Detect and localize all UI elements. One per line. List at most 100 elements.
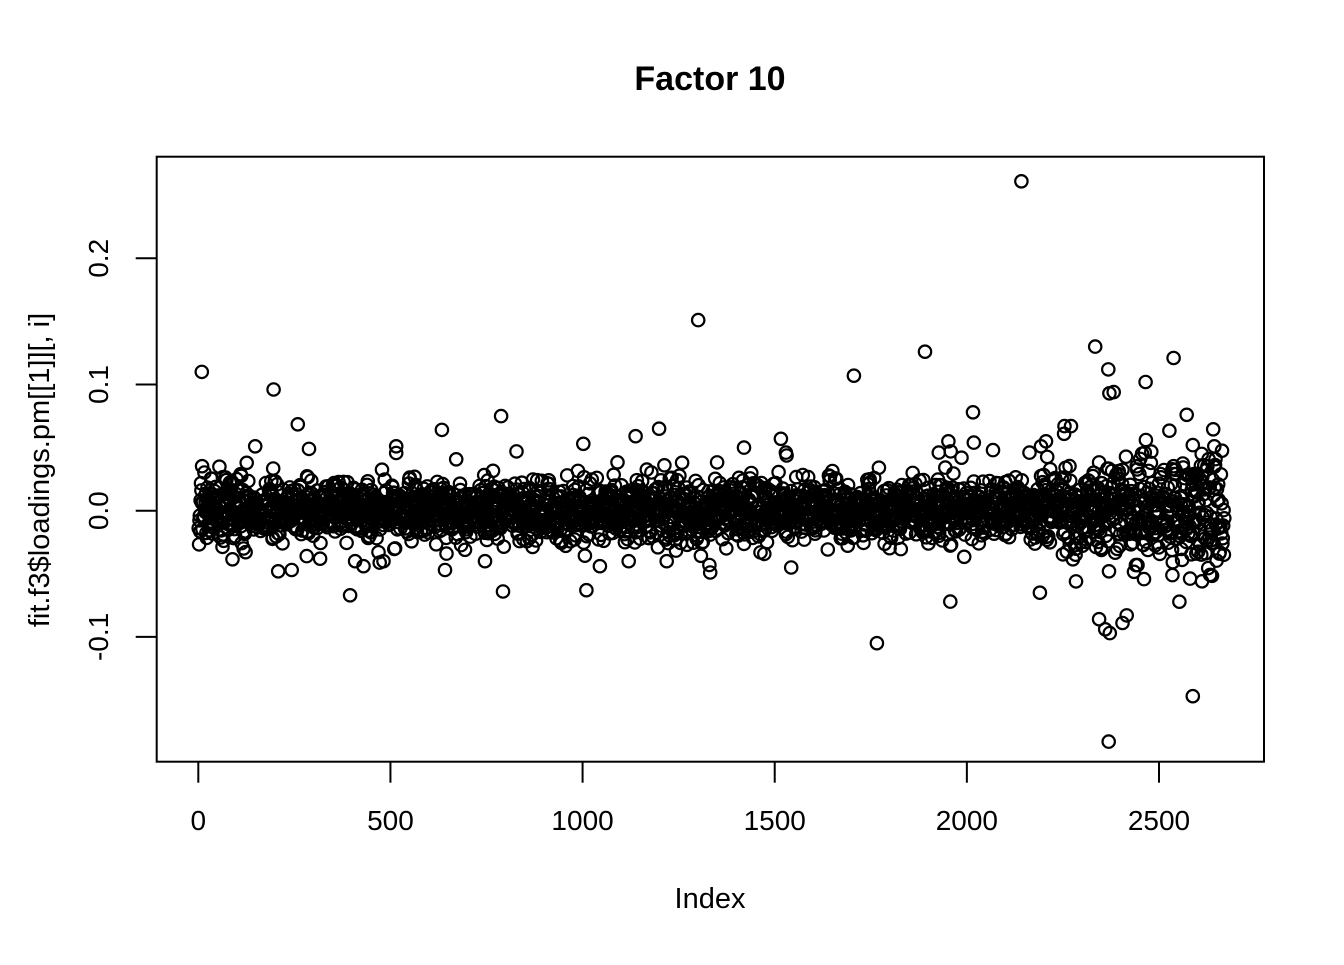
x-tick-label: 2000	[936, 805, 998, 836]
data-point	[575, 436, 591, 452]
data-point	[773, 431, 789, 447]
data-point	[387, 541, 403, 556]
data-point	[1024, 526, 1040, 541]
data-point	[208, 479, 223, 495]
data-point	[1172, 594, 1187, 609]
data-point	[270, 563, 286, 579]
data-point	[1062, 473, 1078, 488]
data-point	[893, 541, 909, 557]
data-point	[629, 472, 645, 488]
data-point	[1217, 510, 1232, 526]
y-tick-label: 0.2	[83, 239, 114, 278]
data-point	[448, 451, 464, 467]
data-point	[778, 445, 794, 460]
data-point	[966, 435, 982, 450]
data-point	[942, 594, 958, 609]
data-point	[477, 553, 493, 569]
data-point	[946, 466, 961, 481]
data-point	[883, 530, 899, 546]
data-point	[1101, 734, 1116, 749]
y-axis: -0.1 0.0 0.1 0.2	[83, 239, 157, 661]
plot-frame	[155, 155, 1266, 763]
data-point	[783, 560, 799, 575]
data-point	[825, 463, 840, 479]
scatter-points	[191, 174, 1232, 749]
data-point	[1106, 384, 1121, 400]
data-point	[1102, 625, 1118, 641]
data-point	[284, 562, 299, 578]
x-axis-label: Index	[675, 883, 746, 915]
data-point	[956, 549, 972, 565]
data-point	[485, 463, 501, 479]
data-point	[1068, 547, 1083, 562]
data-point	[1109, 541, 1125, 557]
data-point	[1165, 567, 1180, 583]
data-point	[1130, 557, 1145, 573]
data-point	[1210, 477, 1226, 492]
data-point	[1068, 574, 1084, 589]
x-tick-label: 500	[367, 805, 414, 836]
data-point	[238, 544, 253, 560]
data-point	[312, 551, 328, 566]
data-point	[428, 536, 444, 552]
data-point	[1118, 449, 1134, 464]
data-point	[247, 438, 263, 454]
data-point	[205, 526, 220, 541]
data-point	[1182, 571, 1198, 586]
chart-title: Factor 10	[634, 60, 785, 98]
data-point	[871, 460, 887, 475]
data-point	[496, 539, 512, 554]
data-point	[265, 461, 281, 476]
data-point	[1144, 444, 1159, 459]
data-point	[194, 458, 210, 474]
data-point	[1213, 467, 1229, 482]
data-point	[1038, 433, 1054, 449]
data-point	[718, 541, 734, 556]
x-tick-label: 2500	[1128, 805, 1190, 836]
data-point	[607, 478, 623, 493]
data-point	[1200, 560, 1216, 576]
data-point	[275, 536, 290, 551]
data-point	[954, 450, 969, 465]
data-point	[388, 438, 404, 454]
data-point	[941, 433, 956, 449]
x-tick-label: 0	[191, 805, 207, 836]
data-point	[1014, 174, 1029, 189]
data-point	[931, 445, 947, 460]
data-point	[1101, 362, 1116, 377]
data-point	[1200, 459, 1215, 474]
data-point	[300, 469, 316, 485]
data-point	[1062, 458, 1077, 474]
data-point	[606, 467, 621, 483]
data-point	[1057, 418, 1072, 434]
data-point	[1153, 469, 1169, 485]
data-point	[985, 442, 1001, 458]
data-point	[1041, 528, 1056, 544]
data-point	[674, 455, 690, 470]
y-tick-label: 0.1	[83, 365, 114, 404]
data-point	[439, 546, 454, 561]
data-point	[1138, 432, 1154, 448]
data-point	[917, 344, 933, 359]
data-point	[702, 557, 717, 573]
data-point	[1001, 529, 1017, 545]
data-point	[225, 551, 240, 567]
data-point	[1184, 546, 1199, 562]
data-point	[943, 444, 958, 459]
data-point	[266, 382, 281, 397]
data-point	[731, 470, 747, 486]
data-point	[339, 535, 354, 551]
data-point	[360, 473, 376, 489]
data-point	[579, 582, 594, 598]
x-tick-label: 1500	[744, 805, 806, 836]
data-point	[1216, 547, 1232, 562]
data-point	[1215, 518, 1231, 533]
data-point	[241, 473, 256, 489]
data-point	[644, 465, 659, 480]
data-point	[820, 542, 836, 557]
data-point	[1115, 462, 1130, 478]
data-point	[577, 548, 593, 563]
data-point	[1204, 568, 1220, 584]
data-point	[651, 421, 667, 436]
